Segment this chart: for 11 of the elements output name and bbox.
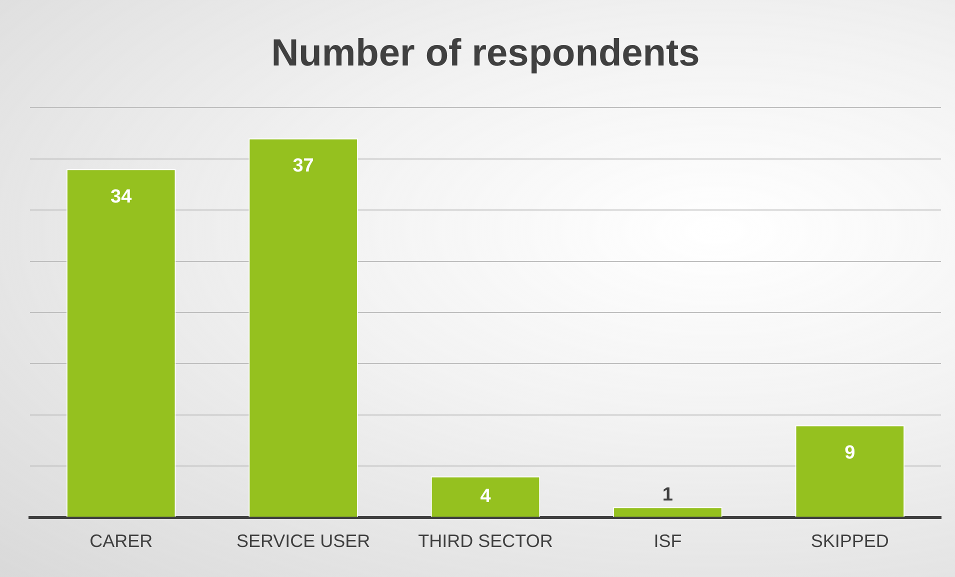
x-tick-label: SERVICE USER	[236, 531, 370, 552]
x-tick-label: THIRD SECTOR	[418, 531, 553, 552]
data-label: 1	[662, 484, 674, 506]
x-tick-label: SKIPPED	[810, 531, 889, 552]
x-tick-label: CARER	[90, 531, 153, 552]
data-label: 34	[110, 186, 132, 208]
data-label: 4	[480, 486, 492, 507]
chart-title: Number of respondents	[271, 32, 700, 74]
x-tick-label: ISF	[654, 531, 682, 552]
data-label: 37	[292, 156, 314, 177]
data-label: 9	[844, 442, 856, 464]
